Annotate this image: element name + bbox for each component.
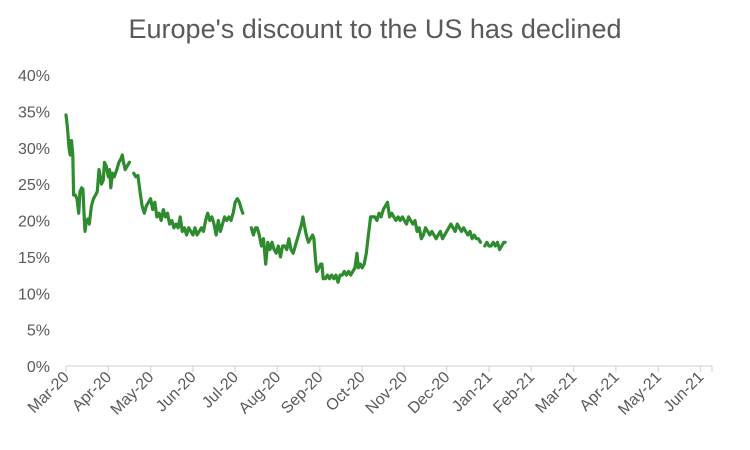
- x-tick-label: Jun-20: [153, 369, 200, 416]
- x-tick-label: May-20: [108, 369, 158, 419]
- x-tick-label: Jan-21: [449, 369, 496, 416]
- y-tick-label: 35%: [18, 104, 50, 121]
- x-tick-label: Nov-20: [363, 369, 412, 418]
- y-tick-label: 15%: [18, 250, 50, 267]
- x-tick-label: Mar-21: [533, 369, 581, 417]
- x-tick-label: Aug-20: [236, 369, 285, 418]
- x-tick-label: Dec-20: [405, 369, 454, 418]
- x-tick-label: Jun-21: [661, 369, 708, 416]
- x-tick-label: Sep-20: [278, 369, 327, 418]
- x-tick-label: Oct-20: [323, 369, 369, 415]
- y-tick-label: 25%: [18, 177, 50, 194]
- x-tick-label: May-21: [615, 369, 665, 419]
- series-line-segment: [483, 240, 507, 252]
- series-line-segment: [249, 200, 483, 284]
- y-tick-label: 0%: [27, 359, 50, 376]
- y-tick-label: 40%: [18, 68, 50, 85]
- x-tick-label: Feb-21: [490, 369, 538, 417]
- y-tick-label: 30%: [18, 141, 50, 158]
- series-line-segment: [64, 113, 131, 233]
- y-tick-label: 5%: [27, 323, 50, 340]
- y-tick-label: 10%: [18, 286, 50, 303]
- y-tick-label: 20%: [18, 214, 50, 231]
- series-line-segment: [132, 171, 245, 237]
- chart-title: Europe's discount to the US has declined: [128, 14, 622, 44]
